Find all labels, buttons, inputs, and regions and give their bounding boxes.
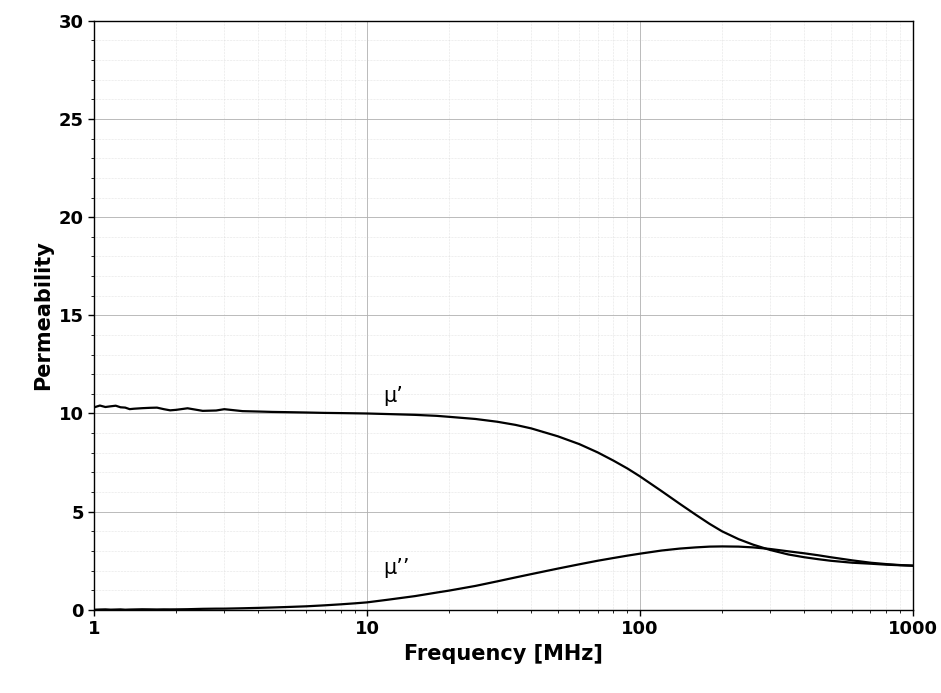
Text: μ’’: μ’’	[384, 557, 410, 577]
Y-axis label: Permeability: Permeability	[33, 240, 53, 390]
Text: μ’: μ’	[384, 386, 404, 405]
X-axis label: Frequency [MHz]: Frequency [MHz]	[404, 644, 603, 664]
